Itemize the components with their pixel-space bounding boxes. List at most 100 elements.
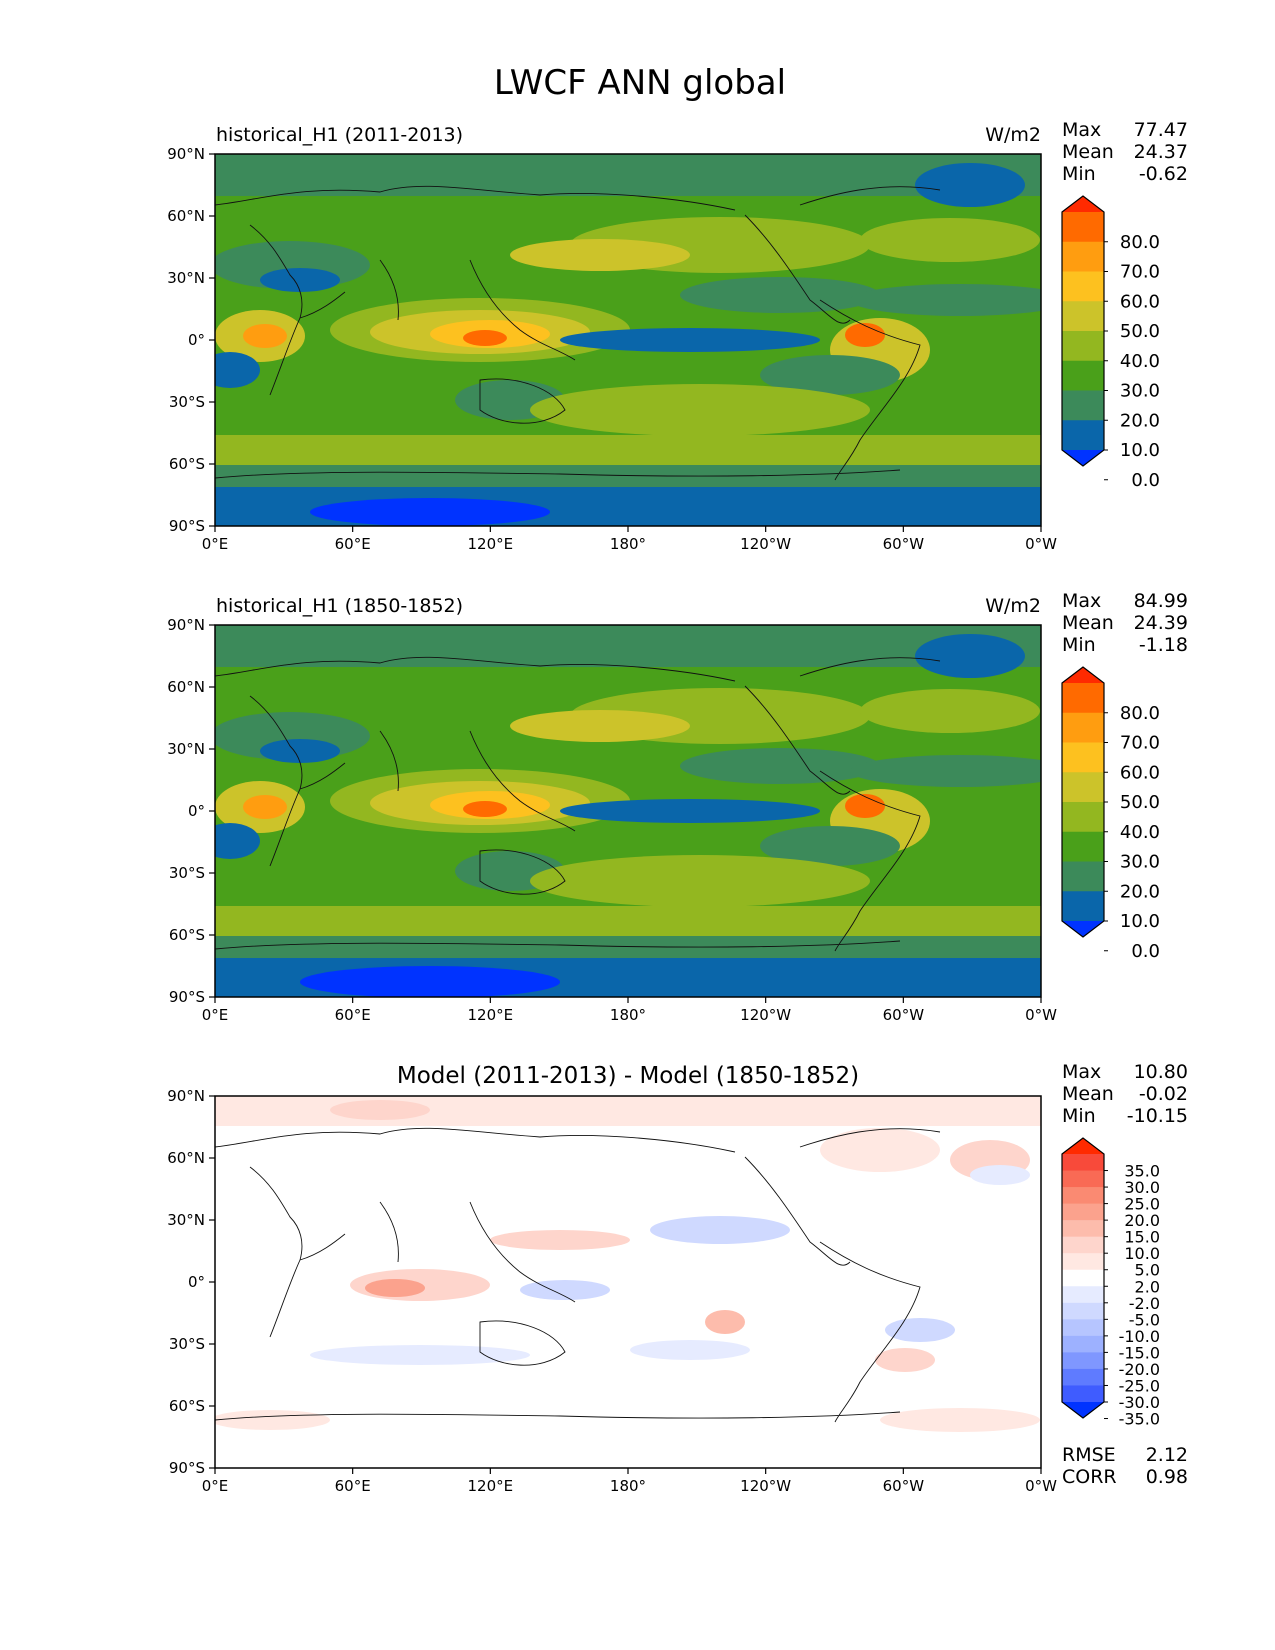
lat-tick-label: 60°S <box>169 1397 205 1415</box>
colorbar-level-label: 50.0 <box>1120 321 1160 342</box>
field-npac-neg <box>650 1216 790 1244</box>
colorbar-extend-min <box>1062 450 1104 466</box>
stat-value: 77.47 <box>1134 119 1188 141</box>
panel-bottom-colorbar: 35.030.025.020.015.010.05.02.0-2.0-5.0-1… <box>1061 1137 1160 1429</box>
stat-label: Min <box>1062 634 1096 656</box>
colorbar-segment <box>1062 241 1104 272</box>
lon-tick-label: 120°E <box>468 535 514 553</box>
field-natl-pos <box>820 1128 940 1172</box>
colorbar-level-label: -35.0 <box>1119 1410 1160 1429</box>
field-maritime-neg <box>520 1280 610 1300</box>
field-andes-peak <box>845 323 885 347</box>
colorbar-segment <box>1062 861 1104 892</box>
colorbar-level-label: 30.0 <box>1120 381 1160 402</box>
panel-top-stats: Max 77.47 Mean 24.37 Min -0.62 <box>1062 119 1188 185</box>
field-npac-sub <box>680 277 880 313</box>
field-spac-band <box>530 855 870 907</box>
colorbar-level-label: 15.0 <box>1124 1228 1160 1247</box>
colorbar-level-label: 60.0 <box>1120 291 1160 312</box>
panel-top-coastlines <box>215 185 941 481</box>
field-npac-sub <box>680 748 880 784</box>
colorbar-level-label: 80.0 <box>1120 703 1160 724</box>
stat-label: Mean <box>1062 612 1114 634</box>
lat-tick-label: 30°N <box>167 740 205 758</box>
field-spac-neg <box>630 1340 750 1360</box>
colorbar-segment <box>1062 1236 1104 1254</box>
lon-tick-label: 0°E <box>202 1477 229 1495</box>
field-sahara-core <box>260 268 340 292</box>
colorbar-segment <box>1062 420 1104 451</box>
stat-value: -0.02 <box>1139 1083 1188 1105</box>
field-sepac <box>760 826 900 866</box>
lat-tick-label: 30°N <box>167 1211 205 1229</box>
field-spac-band <box>530 384 870 436</box>
colorbar-segment <box>1062 1154 1104 1172</box>
metric-label: CORR <box>1062 1466 1117 1488</box>
colorbar-level-label: 20.0 <box>1124 1211 1160 1230</box>
lat-tick-label: 90°N <box>167 145 205 163</box>
stat-label: Max <box>1062 119 1101 141</box>
lon-tick-label: 60°E <box>335 1477 371 1495</box>
colorbar-extend-min <box>1062 921 1104 937</box>
colorbar-segment <box>1062 683 1104 714</box>
lat-tick-label: 60°N <box>167 678 205 696</box>
colorbar-level-label: 0.0 <box>1131 941 1160 962</box>
field-so-band <box>215 906 1041 936</box>
colorbar-level-label: 60.0 <box>1120 762 1160 783</box>
field-cold-tongue <box>560 328 820 352</box>
lat-tick-label: 30°S <box>169 393 205 411</box>
metric-value: 2.12 <box>1146 1444 1188 1466</box>
stat-label: Max <box>1062 1061 1101 1083</box>
colorbar-segment <box>1062 1319 1104 1337</box>
panel-bottom-stats: Max 10.80 Mean -0.02 Min -10.15 <box>1062 1061 1188 1127</box>
colorbar-segment <box>1062 1302 1104 1320</box>
lat-tick-label: 30°S <box>169 1335 205 1353</box>
panel-middle-title: historical_H1 (1850-1852) <box>216 595 463 617</box>
colorbar-level-label: 40.0 <box>1120 822 1160 843</box>
colorbar-segment <box>1062 831 1104 862</box>
field-npac-core <box>510 710 690 742</box>
colorbar-extend-min <box>1062 1402 1104 1418</box>
field-natl-neg <box>970 1165 1030 1185</box>
colorbar-level-label: 70.0 <box>1120 733 1160 754</box>
colorbar-segment <box>1062 1286 1104 1304</box>
panel-top: historical_H1 (2011-2013) W/m2 <box>167 119 1188 553</box>
lat-tick-label: 60°N <box>167 1149 205 1167</box>
field-so-pos-west <box>215 1410 330 1430</box>
colorbar-level-label: 20.0 <box>1120 881 1160 902</box>
lat-tick-label: 90°S <box>169 517 205 535</box>
field-sio-neg <box>310 1345 530 1365</box>
colorbar-level-label: -30.0 <box>1119 1393 1160 1412</box>
colorbar-extend-max <box>1062 196 1104 212</box>
colorbar-segment <box>1062 1335 1104 1353</box>
lon-tick-label: 0°E <box>202 535 229 553</box>
colorbar-segment <box>1062 712 1104 743</box>
panel-top-units: W/m2 <box>985 124 1041 146</box>
colorbar-level-label: 5.0 <box>1135 1261 1160 1280</box>
colorbar-level-label: -2.0 <box>1129 1294 1160 1313</box>
lon-tick-label: 180° <box>610 1006 646 1024</box>
colorbar-segment <box>1062 742 1104 773</box>
colorbar-segment <box>1062 772 1104 803</box>
field-namibia <box>215 352 260 388</box>
lon-tick-label: 60°W <box>883 1006 925 1024</box>
lat-tick-label: 0° <box>188 802 205 820</box>
panel-middle-stats: Max 84.99 Mean 24.39 Min -1.18 <box>1062 590 1188 656</box>
field-antarctic-min <box>300 966 560 997</box>
lon-tick-label: 0°E <box>202 1006 229 1024</box>
lon-tick-label: 0°W <box>1025 535 1057 553</box>
lon-tick-label: 120°E <box>468 1477 514 1495</box>
stat-value: -0.62 <box>1139 163 1188 185</box>
stat-label: Mean <box>1062 1083 1114 1105</box>
stat-label: Min <box>1062 163 1096 185</box>
panel-bottom-field <box>215 1096 1041 1468</box>
field-cold-tongue <box>560 799 820 823</box>
field-band-arctic <box>215 625 1041 667</box>
field-io-core <box>365 1279 425 1297</box>
stat-value: 24.39 <box>1134 612 1188 634</box>
colorbar-segment <box>1062 1385 1104 1403</box>
lon-tick-label: 60°W <box>883 535 925 553</box>
field-africa-peak <box>243 324 287 348</box>
colorbar-segment <box>1062 360 1104 391</box>
lat-tick-label: 30°N <box>167 269 205 287</box>
